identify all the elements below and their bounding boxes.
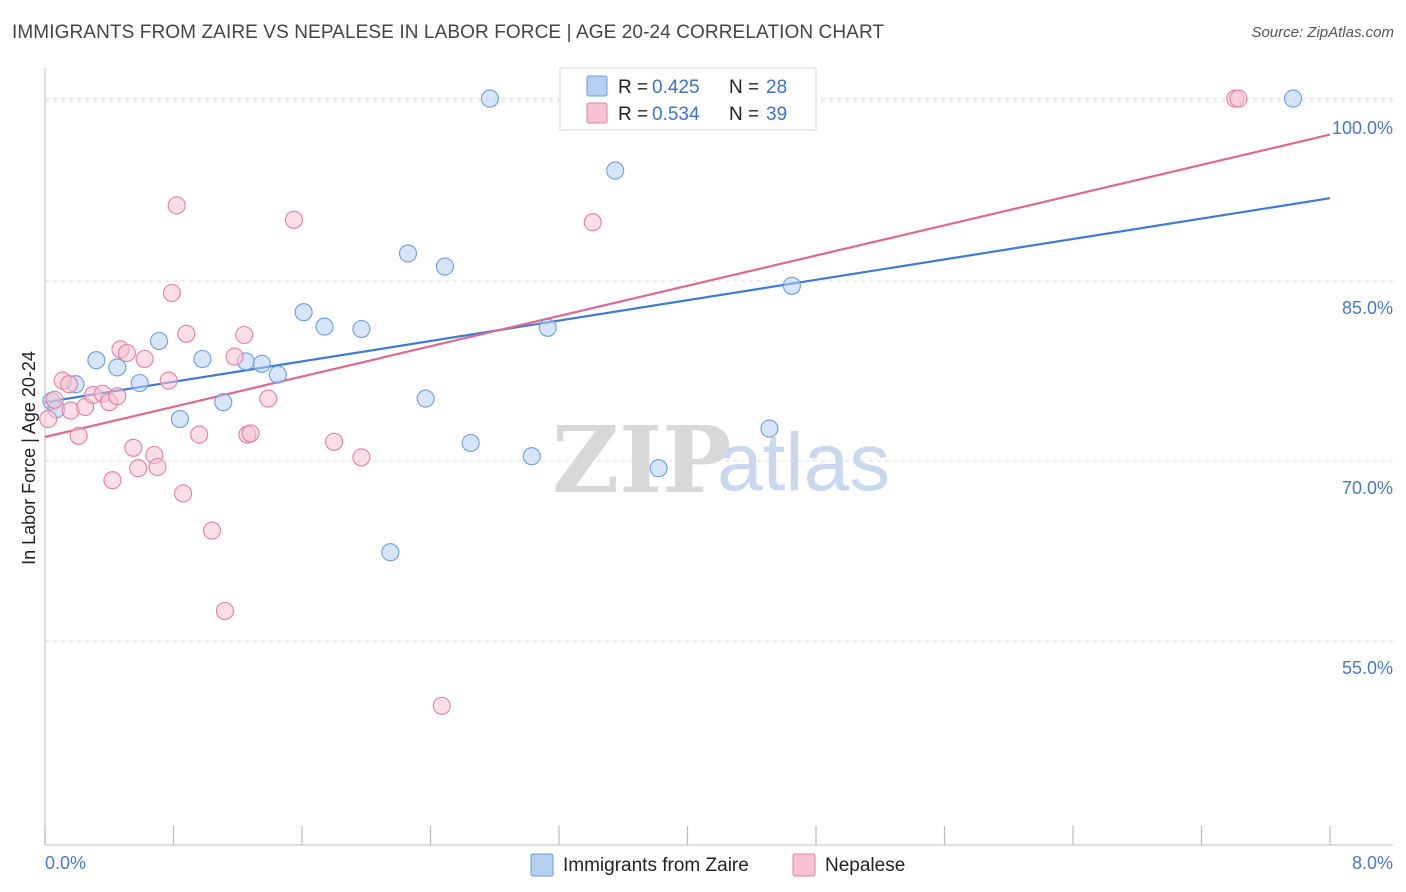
point-zaire (130, 373, 149, 393)
point-zaire (435, 257, 455, 276)
legend-r-label-zaire: R = (618, 77, 648, 98)
point-nepalese (108, 387, 127, 406)
point-nepalese (241, 424, 260, 443)
point-nepalese (124, 438, 143, 457)
point-nepalese (225, 347, 244, 366)
point-nepalese (60, 375, 79, 394)
point-zaire (606, 161, 625, 180)
point-nepalese (1229, 89, 1248, 108)
point-nepalese (159, 371, 178, 390)
watermark: ZIP atlas (552, 406, 890, 514)
point-nepalese (177, 324, 196, 343)
point-nepalese (103, 471, 122, 490)
point-zaire (294, 303, 313, 322)
source-credit: Source: ZipAtlas.com (1251, 24, 1394, 41)
point-zaire (381, 543, 400, 562)
point-zaire (461, 433, 480, 453)
point-nepalese (432, 696, 451, 715)
point-zaire (87, 351, 106, 370)
legend-r-value-zaire: 0.425 (652, 77, 700, 98)
point-zaire (108, 358, 127, 377)
legend-swatch-zaire (586, 75, 608, 97)
x-tick-label: 8.0% (1352, 853, 1393, 873)
point-zaire (398, 244, 418, 263)
point-zaire (170, 409, 189, 429)
legend-r-label-nepalese: R = (618, 104, 648, 125)
series-legend: Immigrants from Zaire Nepalese (530, 853, 905, 877)
point-zaire (1284, 89, 1303, 108)
point-zaire (352, 319, 371, 339)
trend-line-zaire (44, 197, 1331, 404)
point-nepalese (583, 213, 602, 232)
point-zaire (193, 349, 212, 369)
point-zaire (649, 459, 668, 478)
point-nepalese (69, 426, 88, 445)
point-zaire (214, 393, 233, 412)
point-nepalese (148, 457, 167, 477)
point-nepalese (162, 283, 181, 303)
point-zaire (522, 447, 541, 466)
point-zaire (538, 318, 557, 337)
point-zaire (149, 331, 169, 351)
point-nepalese (129, 459, 148, 478)
legend-swatch-nepalese (586, 102, 608, 124)
point-nepalese (135, 349, 154, 369)
point-zaire (315, 317, 334, 336)
y-tick-label: 70.0% (1342, 478, 1393, 498)
point-zaire (760, 419, 779, 438)
y-tick-label: 55.0% (1342, 658, 1393, 678)
trend-lines (44, 133, 1331, 439)
point-nepalese (117, 343, 136, 363)
point-nepalese (284, 210, 304, 229)
y-tick-label: 100.0% (1332, 118, 1393, 138)
correlation-legend: R = 0.425 N = 28 R = 0.534 N = 39 (559, 67, 817, 131)
point-nepalese (174, 484, 193, 503)
y-tick-label: 85.0% (1342, 298, 1393, 318)
chart-title: IMMIGRANTS FROM ZAIRE VS NEPALESE IN LAB… (12, 22, 885, 43)
point-nepalese (352, 448, 371, 467)
y-axis-label: In Labor Force | Age 20-24 (19, 351, 39, 565)
legend-n-label-zaire: N = (729, 77, 759, 98)
watermark-zip: ZIP (552, 406, 731, 514)
bottom-legend-swatch-nepalese (792, 853, 816, 877)
point-nepalese (215, 601, 234, 621)
bottom-legend-swatch-zaire (530, 853, 554, 877)
legend-n-value-zaire: 28 (766, 77, 787, 98)
trend-line-nepalese (44, 133, 1331, 439)
x-tick-label: 0.0% (45, 853, 86, 873)
point-nepalese (325, 432, 344, 451)
point-nepalese (259, 389, 278, 408)
data-points (39, 89, 1303, 715)
tick-labels: 55.0% 70.0% 85.0% 100.0% 0.0% 8.0% (45, 118, 1393, 873)
legend-n-value-nepalese: 39 (766, 104, 787, 125)
point-zaire (480, 89, 499, 108)
point-nepalese (45, 390, 64, 409)
bottom-legend-label-zaire: Immigrants from Zaire (563, 855, 749, 876)
point-zaire (782, 276, 801, 295)
point-nepalese (39, 409, 58, 429)
legend-r-value-nepalese: 0.534 (652, 104, 700, 125)
point-nepalese (235, 325, 254, 345)
point-zaire (252, 354, 271, 373)
point-zaire (268, 365, 287, 384)
point-nepalese (190, 425, 209, 444)
point-nepalese (203, 521, 222, 540)
point-zaire (416, 389, 435, 408)
axes (44, 68, 1393, 846)
legend-n-label-nepalese: N = (729, 104, 759, 125)
watermark-atlas: atlas (717, 417, 890, 508)
point-nepalese (167, 196, 186, 215)
bottom-legend-label-nepalese: Nepalese (825, 855, 905, 876)
